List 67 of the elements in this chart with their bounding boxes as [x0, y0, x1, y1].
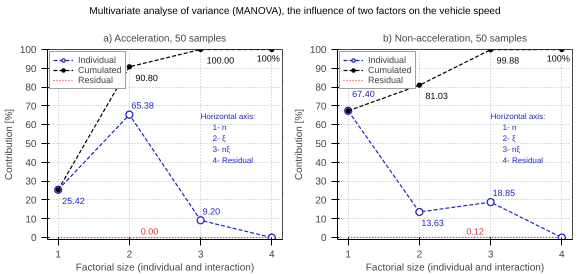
y-tick-label: 100	[310, 45, 327, 56]
legend-label: Individual	[368, 55, 406, 65]
data-label: 0.12	[466, 226, 484, 236]
y-tick-label: 70	[25, 101, 37, 112]
annotation: 4- Residual	[212, 156, 254, 165]
y-tick-label: 50	[25, 139, 37, 150]
y-tick-label: 50	[315, 139, 327, 150]
chart-subtitle: a) Acceleration, 50 samples	[103, 34, 226, 44]
annotation: Horizontal axis:	[490, 112, 546, 121]
y-tick-label: 80	[315, 82, 327, 94]
y-tick-label: 0	[320, 233, 327, 244]
annotation: 3- nξ	[502, 144, 520, 154]
y-tick-label: 90	[315, 64, 327, 75]
x-tick-label: 4	[269, 250, 276, 260]
y-tick-label: 70	[315, 101, 327, 112]
y-tick-label: 40	[25, 158, 37, 169]
x-tick-label: 1	[345, 250, 352, 260]
y-axis-title: Contribution [%]	[294, 108, 305, 180]
x-tick-label: 3	[198, 250, 204, 260]
y-tick-label: 20	[315, 195, 327, 206]
data-label: 13.63	[421, 218, 444, 228]
x-tick-label: 2	[416, 250, 423, 260]
data-label: 67.40	[352, 88, 375, 99]
y-tick-label: 40	[315, 158, 327, 169]
data-label: 90.80	[135, 72, 158, 83]
y-tick-label: 30	[315, 176, 327, 188]
chart-subtitle: b) Non-acceleration, 50 samples	[383, 34, 527, 44]
data-label: 100.00	[206, 56, 234, 66]
y-tick-label: 60	[315, 120, 327, 132]
x-axis-title: Factorial size (individual and interaction)	[76, 262, 254, 274]
annotation: 1- n	[502, 122, 516, 132]
data-label: 25.42	[62, 196, 85, 206]
annotation: 2- ξ	[212, 134, 226, 143]
x-tick-label: 2	[126, 250, 133, 260]
y-tick-label: 80	[25, 82, 37, 94]
data-label: 100%	[256, 54, 280, 64]
legend-label: Residual	[78, 75, 114, 85]
legend-label: Individual	[78, 55, 116, 65]
data-label: 81.03	[425, 91, 448, 102]
x-tick-label: 1	[55, 250, 62, 260]
y-tick-label: 20	[25, 195, 37, 206]
y-tick-label: 60	[25, 120, 37, 132]
x-tick-label: 3	[488, 250, 494, 260]
annotation: 2- ξ	[502, 134, 516, 143]
data-label: 18.85	[492, 188, 516, 198]
y-tick-label: 0	[30, 233, 37, 244]
y-tick-label: 100	[20, 45, 37, 56]
x-axis-title: Factorial size (individual and interaction)	[366, 262, 544, 274]
y-tick-label: 10	[315, 214, 327, 226]
data-label: 65.38	[131, 100, 154, 111]
chart-title: Multivariate analyse of variance (MANOVA), the influence of two factors on the vehicle speed	[89, 5, 501, 19]
annotation: 1- n	[212, 122, 226, 132]
y-axis-title: Contribution [%]	[4, 108, 15, 180]
annotation: 3- nξ	[212, 144, 230, 154]
y-tick-label: 10	[25, 214, 37, 226]
legend-label: Residual	[368, 75, 404, 85]
annotation: 4- Residual	[502, 156, 544, 165]
data-label: 100%	[546, 54, 570, 64]
y-tick-label: 90	[25, 64, 37, 75]
legend-label: Cumulated	[368, 65, 412, 75]
data-label: 0.00	[140, 226, 158, 237]
annotation: Horizontal axis:	[200, 112, 256, 121]
data-label: 99.88	[496, 56, 520, 66]
y-tick-label: 30	[25, 176, 37, 188]
data-label: 9.20	[202, 206, 220, 216]
x-tick-label: 4	[559, 250, 566, 260]
legend-label: Cumulated	[78, 65, 122, 75]
